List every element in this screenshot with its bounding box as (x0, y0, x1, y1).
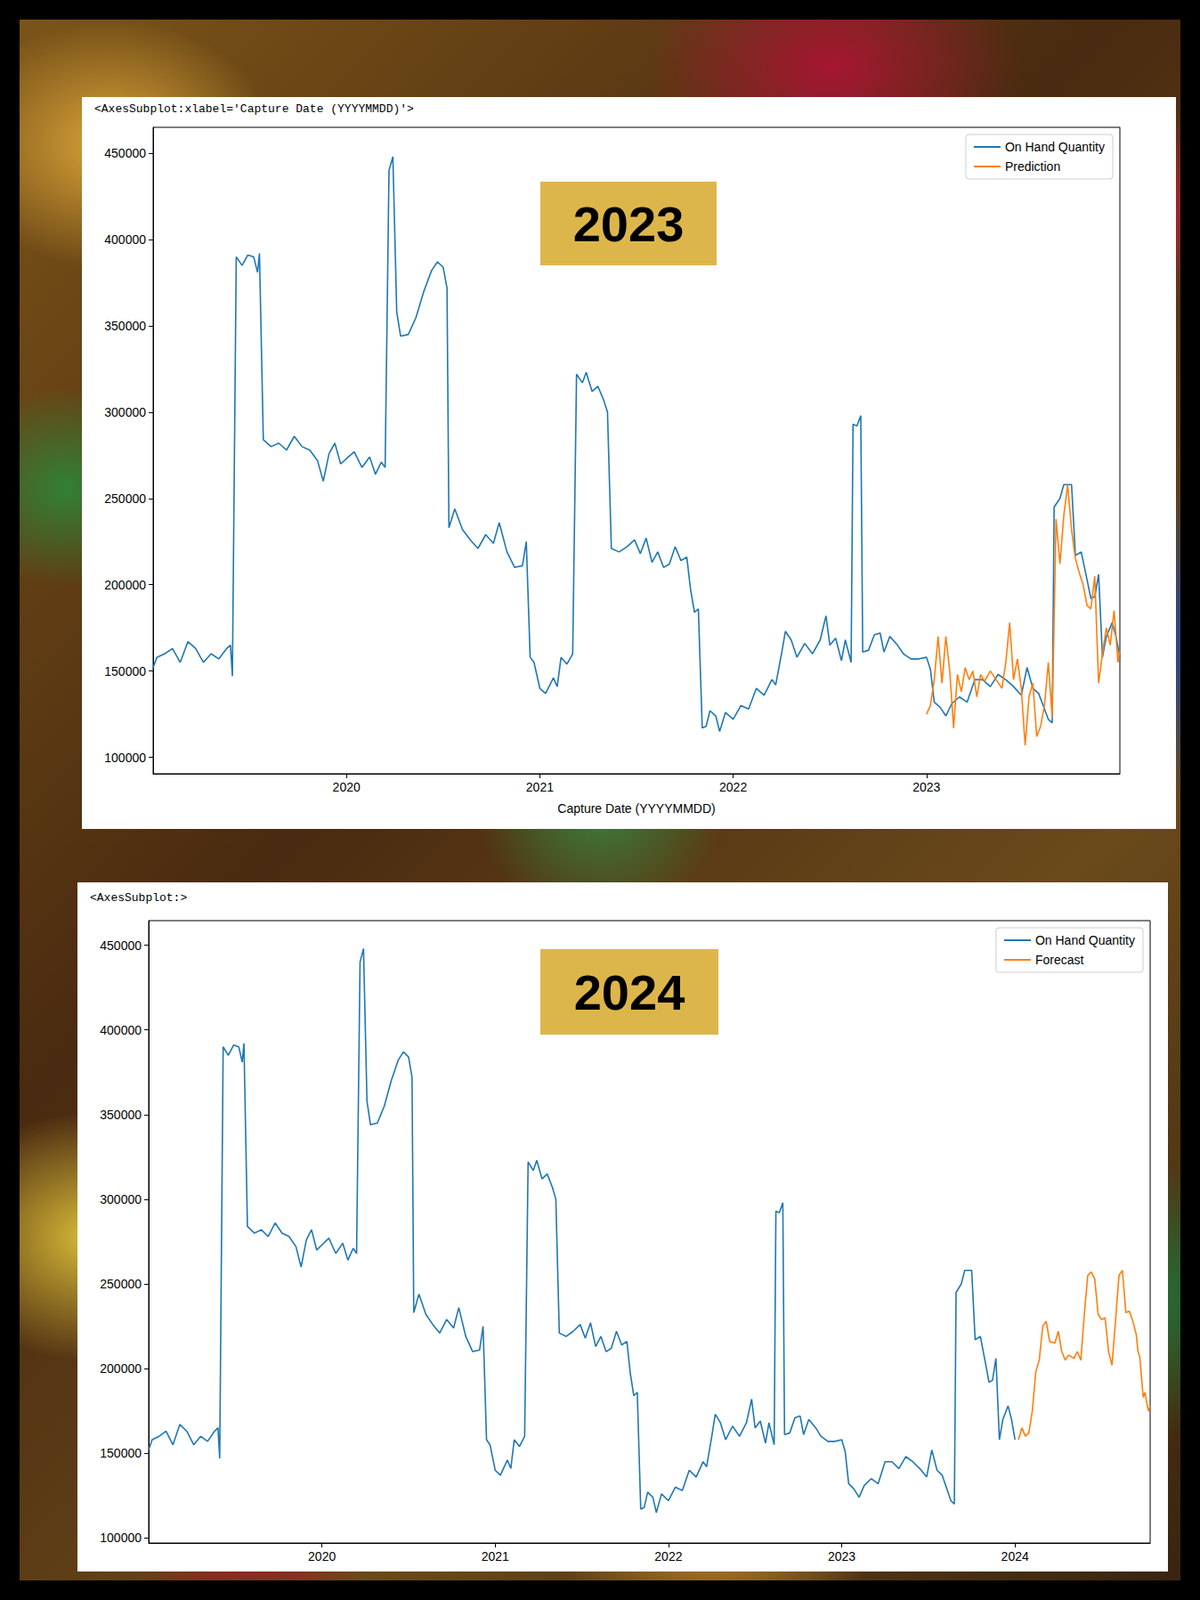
svg-text:350000: 350000 (99, 1107, 142, 1122)
svg-text:2020: 2020 (308, 1548, 336, 1564)
svg-text:450000: 450000 (104, 145, 146, 161)
svg-text:Prediction: Prediction (1005, 159, 1061, 174)
svg-text:400000: 400000 (99, 1022, 142, 1038)
html-text:2023: 2023 (573, 195, 684, 252)
svg-text:On Hand Quantity: On Hand Quantity (1005, 139, 1105, 155)
html-text:2024: 2024 (573, 963, 685, 1020)
svg-text:2020: 2020 (332, 779, 361, 795)
svg-text:100000: 100000 (104, 750, 146, 765)
svg-text:300000: 300000 (104, 405, 146, 420)
svg-text:350000: 350000 (104, 318, 146, 333)
svg-text:2023: 2023 (827, 1548, 856, 1564)
svg-text:2021: 2021 (481, 1548, 510, 1564)
svg-text:2021: 2021 (526, 779, 554, 795)
svg-text:250000: 250000 (104, 491, 146, 506)
svg-text:150000: 150000 (99, 1445, 142, 1460)
svg-text:300000: 300000 (99, 1191, 142, 1207)
html-text:<AxesSubplot:>: <AxesSubplot:> (89, 891, 188, 905)
svg-text:400000: 400000 (104, 232, 146, 247)
svg-text:2022: 2022 (654, 1548, 682, 1564)
svg-text:200000: 200000 (99, 1361, 142, 1376)
svg-text:250000: 250000 (99, 1276, 142, 1291)
svg-text:2022: 2022 (719, 779, 747, 795)
svg-text:200000: 200000 (104, 577, 146, 592)
svg-text:450000: 450000 (99, 938, 142, 953)
svg-text:Forecast: Forecast (1035, 952, 1085, 967)
svg-text:100000: 100000 (99, 1530, 142, 1545)
svg-text:On Hand Quantity: On Hand Quantity (1035, 932, 1136, 948)
svg-text:2024: 2024 (1001, 1548, 1030, 1564)
svg-text:2023: 2023 (912, 779, 941, 795)
svg-text:Capture Date (YYYYMMDD): Capture Date (YYYYMMDD) (557, 801, 715, 816)
svg-text:150000: 150000 (104, 664, 146, 679)
html-text:<AxesSubplot:xlabel='Capture D: <AxesSubplot:xlabel='Capture Date (YYYYM… (94, 102, 414, 116)
